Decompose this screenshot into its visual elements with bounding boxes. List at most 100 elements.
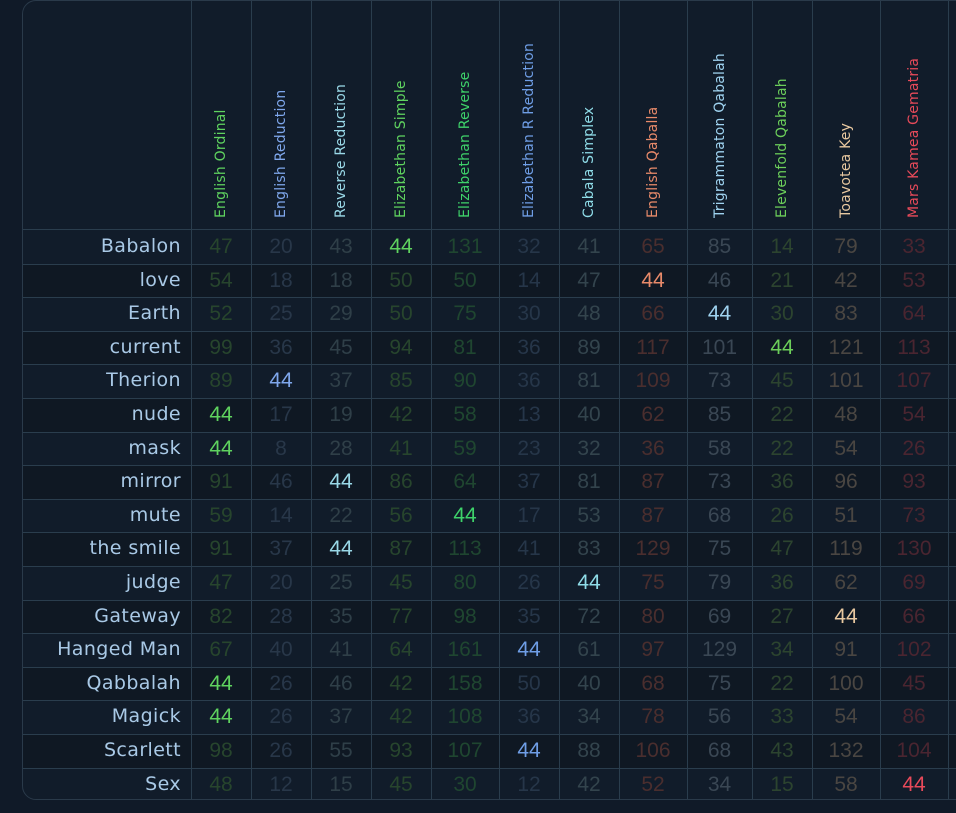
column-divider [812,1,813,799]
table-cell: 37 [329,369,353,393]
table-cell: 73 [707,369,732,393]
table-cell: 34 [577,705,601,729]
table-cell: 36 [517,369,541,393]
table-cell: 44 [453,503,477,527]
table-cell: 26 [770,503,794,527]
column-header[interactable]: Elizabethan R Reduction [499,1,559,229]
column-header-label: Reverse Reduction [333,83,349,218]
table-cell: 131 [447,235,483,258]
table-cell: 47 [209,571,233,594]
table-cell: 119 [829,537,863,561]
table-cell: 40 [577,671,601,695]
table-cell: 108 [447,705,483,729]
column-header[interactable]: Elizabethan Simple [371,1,431,229]
column-header[interactable]: English Qaballa [619,1,687,229]
table-cell: 44 [269,369,293,393]
table-cell: 36 [517,705,541,729]
table-cell: 75 [641,571,665,594]
row-divider [23,465,956,467]
table-cell: 26 [517,571,541,594]
row-divider [23,498,956,500]
row-label: Hanged Man [57,638,181,661]
row-label: Magick [111,705,181,728]
table-cell: 28 [329,436,353,460]
column-header[interactable]: English Reduction [251,1,311,229]
row-background [23,263,956,298]
table-cell: 30 [517,302,541,326]
table-cell: 58 [834,772,858,796]
table-cell: 85 [389,369,413,393]
table-cell: 68 [707,503,732,527]
column-divider [880,1,881,799]
table-cell: 64 [453,470,477,494]
table-cell: 78 [641,705,665,729]
column-header-label: Elizabethan R Reduction [521,42,537,218]
row-divider [23,566,956,567]
column-divider [311,1,312,799]
row-divider [23,734,956,735]
table-cell: 28 [269,604,293,628]
table-cell: 158 [447,671,483,695]
table-cell: 80 [641,604,665,628]
table-cell: 86 [902,705,926,729]
row-background [23,465,956,499]
table-cell: 46 [707,268,732,292]
table-cell: 46 [269,470,293,494]
table-cell: 36 [770,571,794,594]
column-header[interactable]: Toavotea Key [812,1,880,229]
row-label: current [109,335,181,358]
table-cell: 37 [329,705,353,729]
table-cell: 37 [517,470,541,494]
column-header[interactable]: Reverse Reduction [311,1,371,229]
table-cell: 75 [453,302,477,326]
table-cell: 53 [902,268,926,292]
column-divider [559,1,560,799]
row-label: nude [131,403,181,425]
table-cell: 85 [707,403,732,426]
column-header[interactable]: Trigrammaton Qabalah [687,1,752,229]
table-cell: 22 [770,671,794,695]
table-cell: 44 [209,671,233,695]
table-cell: 45 [389,772,413,796]
table-cell: 48 [834,403,858,426]
table-cell: 67 [209,638,233,662]
row-divider [23,398,956,399]
table-cell: 40 [269,638,293,662]
table-cell: 129 [635,537,671,561]
row-divider [23,297,956,299]
row-label: Gateway [94,604,181,627]
column-divider [499,1,500,799]
table-cell: 107 [447,739,483,762]
table-cell: 48 [577,302,601,326]
table-cell: 79 [834,235,858,258]
table-cell: 94 [389,335,413,359]
table-cell: 98 [453,604,477,628]
column-header[interactable]: Elevenfold Qabalah [752,1,812,229]
table-cell: 13 [517,403,541,426]
table-cell: 82 [209,604,233,628]
table-cell: 61 [577,638,601,662]
column-header[interactable]: Elizabethan Reverse [431,1,499,229]
table-cell: 34 [770,638,794,662]
table-cell: 46 [329,671,353,695]
column-header[interactable]: English Ordinal [191,1,251,229]
table-cell: 34 [707,772,732,796]
table-cell: 66 [902,604,926,628]
table-cell: 69 [707,604,732,628]
column-header-label: English Qaballa [645,106,661,218]
table-cell: 33 [770,705,794,729]
row-divider [23,263,956,265]
table-cell: 113 [448,537,482,561]
table-cell: 14 [517,268,541,292]
table-cell: 45 [770,369,794,393]
table-cell: 42 [389,403,413,426]
table-cell: 93 [389,739,413,762]
column-header[interactable]: Mars Kamea Gematria [880,1,948,229]
table-cell: 107 [896,369,932,393]
column-header[interactable]: Cabala Simplex [559,1,619,229]
table-cell: 101 [701,335,738,359]
table-cell: 30 [770,302,794,326]
column-divider [191,1,192,799]
table-cell: 87 [389,537,413,561]
table-cell: 54 [834,436,858,460]
